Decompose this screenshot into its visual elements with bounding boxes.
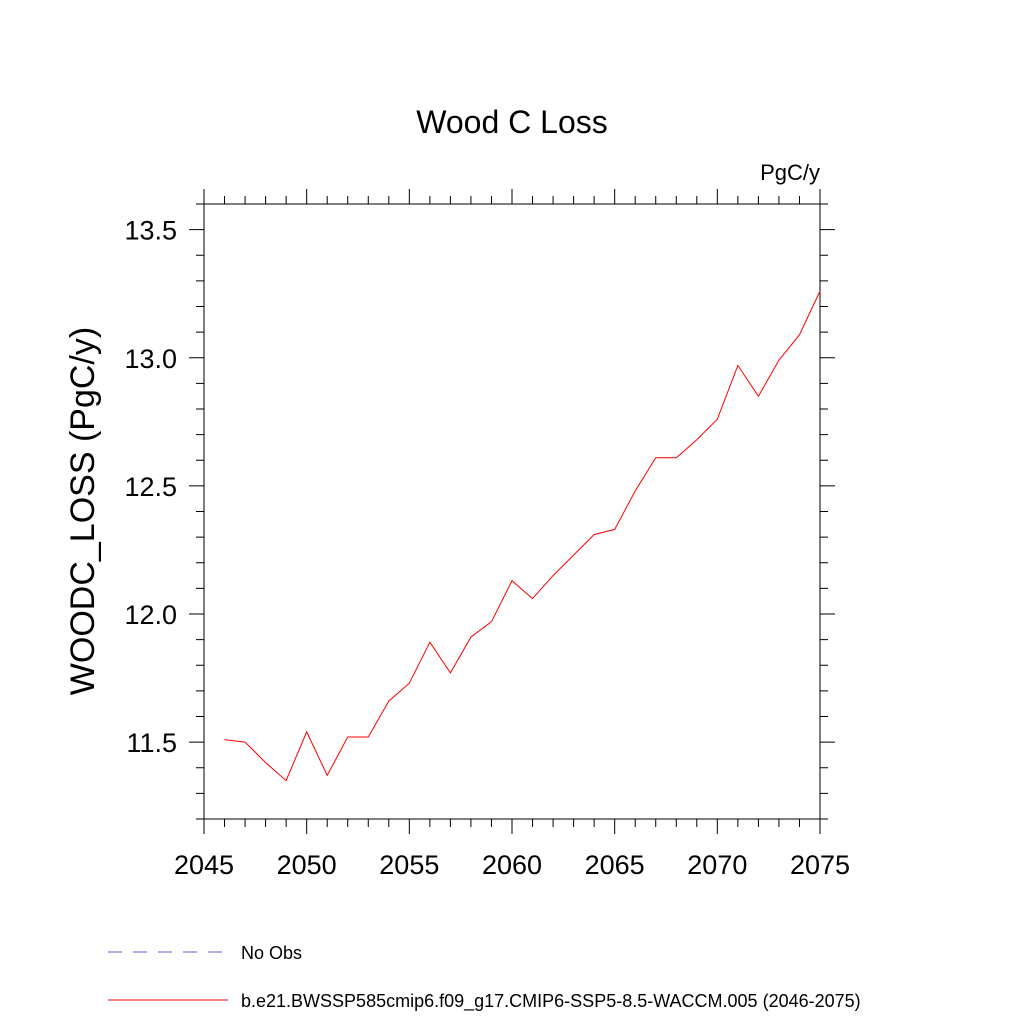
series-layer [224, 290, 821, 782]
x-tick-label: 2055 [379, 850, 439, 880]
x-tick-label: 2050 [277, 850, 337, 880]
y-tick-label: 12.0 [124, 600, 177, 630]
y-tick-label: 12.5 [124, 472, 177, 502]
x-tick-label: 2070 [687, 850, 747, 880]
series-line [224, 290, 821, 782]
y-tick-label: 13.0 [124, 344, 177, 374]
axes: 2045 2050 2055 2060 2065 2070 2075 11.5 12.0 12.5… [124, 189, 850, 880]
legend: No Obs b.e21.BWSSP585cmip6.f09_g17.CMIP6-… [108, 943, 861, 1012]
x-tick-label: 2060 [482, 850, 542, 880]
chart-title: Wood C Loss [416, 104, 608, 140]
legend-label: No Obs [241, 943, 302, 963]
y-tick-label: 13.5 [124, 216, 177, 246]
y-axis-label: WOODC_LOSS (PgC/y) [64, 327, 102, 695]
x-tick-label: 2065 [585, 850, 645, 880]
x-tick-label: 2045 [174, 850, 234, 880]
legend-label: b.e21.BWSSP585cmip6.f09_g17.CMIP6-SSP5-8… [241, 991, 861, 1012]
plot-frame [203, 203, 821, 820]
x-tick-label: 2075 [790, 850, 850, 880]
y-tick-label: 11.5 [126, 728, 177, 758]
units-label: PgC/y [760, 160, 820, 185]
